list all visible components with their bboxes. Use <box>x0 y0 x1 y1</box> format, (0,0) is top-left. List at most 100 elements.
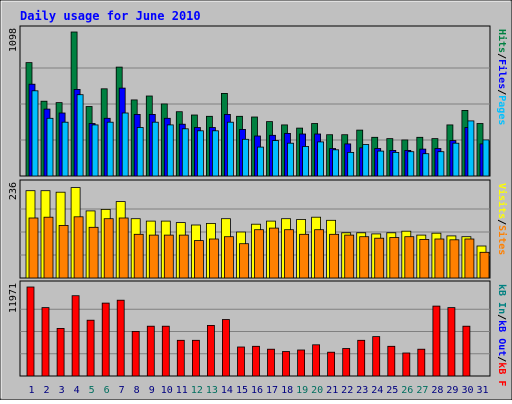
bar-sites <box>359 236 370 279</box>
bar-pages <box>482 139 490 177</box>
x-tick-label: 6 <box>104 385 110 396</box>
bar-kb-f <box>41 307 50 377</box>
bar-pages <box>422 153 430 177</box>
legend-entry: Files <box>497 59 509 89</box>
bar-kb-f <box>282 351 290 377</box>
bar-sites <box>329 233 340 279</box>
legend-entry: kB F <box>497 362 508 386</box>
legend-entry: / <box>497 89 508 95</box>
bar-pages <box>452 142 460 177</box>
legend-entry: / <box>497 53 508 59</box>
bar-kb-f <box>71 295 80 377</box>
bar-kb-f <box>297 349 306 377</box>
bar-kb-f <box>462 325 471 377</box>
bar-sites <box>103 218 114 279</box>
x-tick-label: 9 <box>149 385 155 396</box>
bar-sites <box>389 237 400 279</box>
panel-legend: kB In/kB Out/kB F <box>497 284 508 386</box>
bar-pages <box>226 121 234 177</box>
panel-legend: Hits/Files/Pages <box>497 29 509 125</box>
x-tick-label: 24 <box>371 385 383 396</box>
bar-kb-f <box>252 345 260 377</box>
bar-pages <box>91 124 99 177</box>
bar-pages <box>106 121 114 177</box>
bar-sites <box>148 234 159 279</box>
panel-kbytes: 11971 kB In/kB Out/kB F <box>8 280 508 386</box>
bar-sites <box>464 238 475 279</box>
legend-entry: / <box>497 314 508 320</box>
x-tick-label: 21 <box>326 385 338 396</box>
x-tick-label: 10 <box>161 385 173 396</box>
x-tick-label: 19 <box>296 385 308 396</box>
x-tick-label: 23 <box>356 385 368 396</box>
bar-pages <box>151 121 159 177</box>
x-tick-label: 1 <box>28 385 34 396</box>
bar-kb-f <box>237 346 245 377</box>
x-tick-label: 25 <box>386 385 398 396</box>
bar-sites <box>269 227 279 279</box>
bar-sites <box>449 239 460 279</box>
x-axis-labels: 1 2 3 4 5 6 7 8 9 10 11 12 13 14 15 16 17 18 19 20 21 22 23 24 2… <box>28 385 488 396</box>
bar-pages <box>467 120 475 177</box>
x-tick-label: 8 <box>134 385 140 396</box>
legend-entry: Hits <box>497 29 509 53</box>
panel-ymax-label: 236 <box>8 182 19 200</box>
bar-kb-f <box>267 348 275 377</box>
bar-kb-f <box>146 325 155 377</box>
bar-kb-f <box>101 302 110 377</box>
bar-pages <box>181 128 189 177</box>
x-tick-label: 18 <box>281 385 293 396</box>
bar-pages <box>317 141 325 177</box>
bar-kb-f <box>312 344 321 377</box>
x-tick-label: 12 <box>191 385 203 396</box>
bar-pages <box>76 94 84 177</box>
bar-kb-f <box>402 352 411 377</box>
bar-sites <box>239 243 249 279</box>
legend-entry: / <box>497 219 508 225</box>
bar-sites <box>193 240 204 279</box>
x-tick-label: 13 <box>206 385 218 396</box>
bar-pages <box>166 124 174 177</box>
panel-ymax-label: 1098 <box>8 28 19 52</box>
bar-sites <box>299 233 310 279</box>
bar-sites <box>28 217 39 279</box>
bar-sites <box>254 229 264 279</box>
bar-sites <box>43 216 54 279</box>
bar-sites <box>208 238 219 279</box>
bar-pages <box>31 90 39 177</box>
x-tick-label: 11 <box>176 385 188 396</box>
bar-kb-f <box>342 348 351 377</box>
bar-kb-f <box>191 339 200 377</box>
bar-kb-f <box>327 351 336 377</box>
x-tick-label: 20 <box>311 385 323 396</box>
chart-panels: 1098 Hits/Files/Pages 236 Visits/Sites 11971… <box>8 25 509 386</box>
panel-visits-sites: 236 Visits/Sites <box>8 179 509 279</box>
legend-entry: kB In <box>497 284 508 314</box>
legend-entry: Sites <box>497 225 509 255</box>
chart-title: Daily usage for June 2010 <box>20 9 201 23</box>
bar-sites <box>314 229 325 279</box>
bar-sites <box>419 238 430 279</box>
bar-kb-f <box>432 305 441 377</box>
bar-sites <box>479 251 490 279</box>
bar-kb-f <box>56 327 65 377</box>
bar-kb-f <box>116 299 125 377</box>
bar-sites <box>404 236 415 279</box>
bar-pages <box>61 121 69 177</box>
panel-ymax-label: 11971 <box>8 283 19 313</box>
bar-pages <box>362 144 370 177</box>
bar-pages <box>196 130 204 177</box>
x-tick-label: 28 <box>431 385 443 396</box>
bar-pages <box>136 127 144 177</box>
bar-sites <box>284 229 294 279</box>
bar-sites <box>163 234 174 279</box>
bar-pages <box>121 112 129 177</box>
panel-hits-files-pages: 1098 Hits/Files/Pages <box>8 25 509 177</box>
bar-sites <box>223 236 234 279</box>
x-tick-label: 22 <box>341 385 353 396</box>
bar-kb-f <box>387 345 396 377</box>
bar-pages <box>302 146 310 177</box>
x-tick-label: 31 <box>476 385 488 396</box>
